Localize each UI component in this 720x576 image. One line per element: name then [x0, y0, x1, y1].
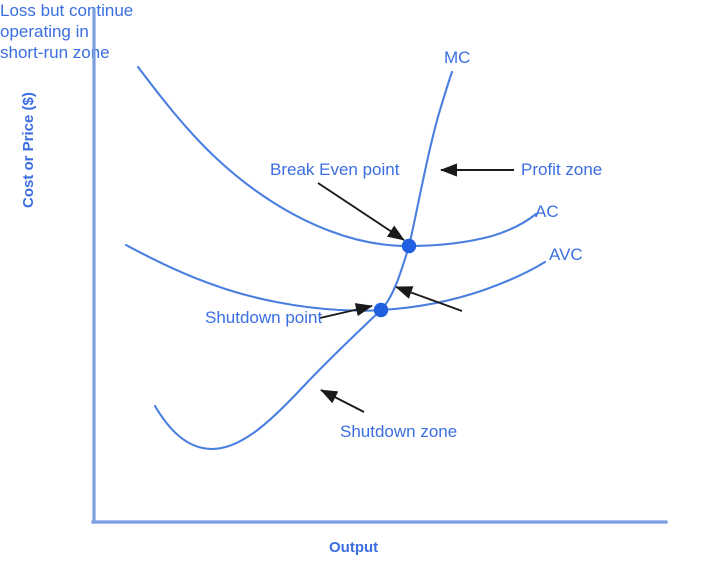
annotation-arrows [317, 163, 514, 413]
intersection-points [373, 238, 417, 318]
loss-short-run-zone-label: Loss but continue operating in short-run… [0, 0, 720, 63]
ac-curve-label: AC [535, 202, 559, 221]
loss-zone-line-1: Loss but continue [0, 1, 134, 20]
x-axis-title: Output [329, 539, 379, 556]
break-even-point-dot [401, 238, 417, 254]
shutdown-point-dot [373, 302, 389, 318]
break-even-point-label: Break Even point [270, 160, 400, 179]
loss-zone-line-2: operating in [0, 22, 89, 41]
y-axis-title-wrapper: Cost or Price ($) [18, 8, 48, 208]
loss-zone-arrow [395, 286, 463, 312]
shutdown-point-label: Shutdown point [205, 308, 323, 327]
y-axis-title: Cost or Price ($) [20, 92, 37, 208]
ac-curve [136, 65, 538, 248]
break-even-arrow [317, 182, 405, 241]
avc-curve-label: AVC [549, 245, 583, 264]
mc-curve-label: MC [444, 48, 471, 67]
shutdown-zone-label: Shutdown zone [340, 422, 458, 441]
shutdown-point-arrow [319, 303, 373, 319]
avc-curve [124, 243, 547, 312]
mc-curve [153, 70, 454, 451]
profit-zone-label: Profit zone [521, 160, 603, 179]
loss-zone-line-3: short-run zone [0, 43, 110, 62]
axis-group [91, 8, 668, 524]
shutdown-zone-arrow [320, 389, 365, 413]
curve-group [124, 65, 547, 451]
